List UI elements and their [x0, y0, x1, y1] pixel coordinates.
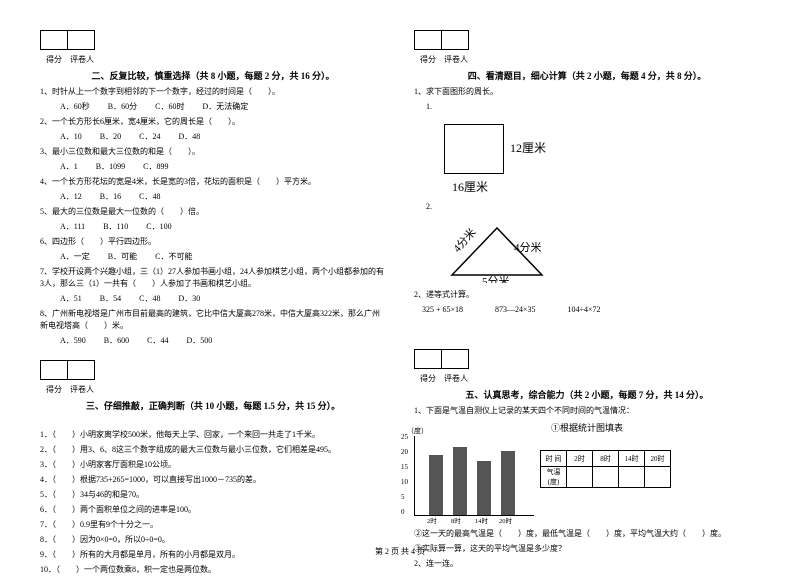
triangle-figure: 4分米 4分米 5分米: [442, 223, 760, 283]
score-cell: [67, 30, 95, 50]
q4-1: 1、求下面图形的周长。: [414, 86, 760, 98]
q6: 2、连一连。: [414, 558, 760, 570]
score-labels: 得分 评卷人: [40, 384, 386, 395]
section-5-title: 五、认真思考，综合能力（共 2 小题，每题 7 分，共 14 分）。: [414, 388, 760, 401]
judge: 6．（ ）两个面积单位之间的进率是100。: [40, 504, 386, 516]
options: A．51 B．54 C．48 D．30: [40, 293, 386, 305]
q4-1-2: 2.: [414, 201, 760, 213]
score-box: [40, 30, 386, 50]
x-label: 14时: [475, 515, 488, 525]
judge: 1．（ ）小明家离学校500米，他每天上学、回家，一个来回一共走了1千米。: [40, 429, 386, 441]
tri-right-label: 4分米: [514, 241, 542, 254]
q4-2: 2、递等式计算。: [414, 289, 760, 301]
score-labels: 得分 评卷人: [40, 54, 386, 65]
options: A．10 B．20 C．24 D．48: [40, 131, 386, 143]
options: A．一定 B．可能 C．不可能: [40, 251, 386, 263]
score-label: 得分: [40, 54, 68, 65]
judge: 2．（ ）用3、6、8这三个数字组成的最大三位数与最小三位数，它们相差是495。: [40, 444, 386, 456]
options: A．12 B．16 C．48: [40, 191, 386, 203]
data-table: 时 间 2时 8时 14时 20时 气温(度): [540, 450, 671, 488]
section-2-title: 二、反复比较，慎重选择（共 8 小题，每题 2 分，共 16 分）。: [40, 69, 386, 82]
judge: 10．（ ）一个两位数乘8，积一定也是两位数。: [40, 564, 386, 576]
page-footer: 第 2 页 共 4 页: [0, 546, 800, 557]
score-box: [40, 360, 386, 380]
q5-2: ②这一天的最高气温是（ ）度，最低气温是（ ）度，平均气温大约（ ）度。: [414, 528, 760, 540]
options: A．111 B．110 C．100: [40, 221, 386, 233]
score-box: [414, 30, 760, 50]
right-column: 得分 评卷人 四、看清题目，细心计算（共 2 小题，每题 4 分，共 8 分）。…: [414, 30, 760, 535]
judge: 5．（ ）34与46的和是70。: [40, 489, 386, 501]
question: 2、一个长方形长6厘米，宽4厘米，它的周长是（ ）。: [40, 116, 386, 128]
question: 1、时针从上一个数字到相邻的下一个数字，经过的时间是（ ）。: [40, 86, 386, 98]
question: 3、最小三位数和最大三位数的和是（ ）。: [40, 146, 386, 158]
q5-1: 1、下面是气温自测仪上记录的某天四个不同时间的气温情况：: [414, 405, 760, 417]
x-label: 8时: [451, 515, 461, 525]
judge: 4．（ ）根据735+265=1000，可以直接写出1000－735的差。: [40, 474, 386, 486]
chart-block: ①根据统计图填表 （度） 25 20 15 10 5 0 2时8时14时20时 …: [414, 421, 760, 516]
bar: [453, 447, 467, 515]
options: A．590 B．600 C．44 D．500: [40, 335, 386, 347]
bar: [501, 451, 515, 515]
square-figure: 12厘米 16厘米: [414, 116, 760, 195]
score-label: 评卷人: [68, 54, 96, 65]
section-4-title: 四、看清题目，细心计算（共 2 小题，每题 4 分，共 8 分）。: [414, 69, 760, 82]
square-right-label: 12厘米: [510, 139, 546, 156]
y-unit: （度）: [407, 426, 428, 436]
q4-1-1: 1.: [414, 101, 760, 113]
x-label: 20时: [499, 515, 512, 525]
options: A．60秒 B．60分 C．60时 D．无法确定: [40, 101, 386, 113]
table-row: 时 间 2时 8时 14时 20时: [541, 451, 671, 467]
judge: 3．（ ）小明家客厅面积是10公顷。: [40, 459, 386, 471]
table-row: 气温(度): [541, 467, 671, 488]
options: A．1 B．1099 C．899: [40, 161, 386, 173]
question: 4、一个长方形花坛的宽是4米，长是宽的3倍，花坛的面积是（ ）平方米。: [40, 176, 386, 188]
tri-bottom-label: 5分米: [482, 275, 510, 283]
question: 5、最大的三位数是最大一位数的（ ）倍。: [40, 206, 386, 218]
square-bottom-label: 16厘米: [452, 178, 760, 195]
score-box: [414, 349, 760, 369]
question: 7、学校开设两个兴趣小组，三（1）27人参加书画小组，24人参加棋艺小组，两个小…: [40, 266, 386, 290]
square-shape: [444, 124, 504, 174]
chart-title: ①根据统计图填表: [414, 421, 760, 434]
score-cell: [40, 30, 68, 50]
question: 8、广州新电视塔是广州市目前最高的建筑，它比中信大厦高278米，中信大厦高322…: [40, 308, 386, 332]
x-label: 2时: [427, 515, 437, 525]
expressions: 325 + 65×18 873—24×35 104÷4×72: [414, 304, 760, 316]
section-3-title: 三、仔细推敲，正确判断（共 10 小题，每题 1.5 分，共 15 分）。: [40, 399, 386, 412]
triangle-icon: 4分米 4分米 5分米: [442, 223, 552, 283]
judge: 7．（ ）0.9里有9个十分之一。: [40, 519, 386, 531]
bar-chart: （度） 25 20 15 10 5 0 2时8时14时20时: [414, 436, 534, 516]
bar: [477, 461, 491, 515]
left-column: 得分 评卷人 二、反复比较，慎重选择（共 8 小题，每题 2 分，共 16 分）…: [40, 30, 386, 535]
question: 6、四边形（ ）平行四边形。: [40, 236, 386, 248]
judge: 8．（ ）因为0×0=0，所以0÷0=0。: [40, 534, 386, 546]
bar: [429, 455, 443, 515]
